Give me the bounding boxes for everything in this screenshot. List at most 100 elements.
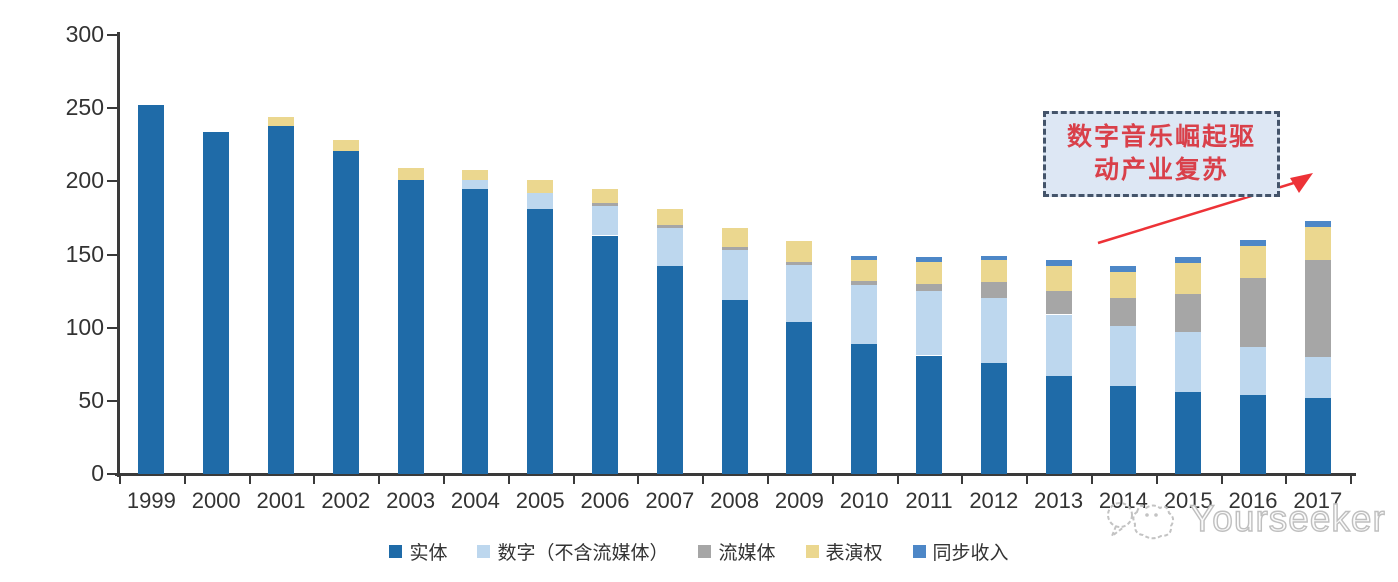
bar-segment-physical-2005	[527, 209, 554, 474]
x-axis-tick	[1285, 476, 1288, 484]
y-axis-label: 250	[65, 94, 104, 121]
bar-segment-digital-2005	[527, 193, 554, 210]
x-axis-tick	[961, 476, 964, 484]
y-axis-label: 50	[78, 386, 104, 413]
bar-segment-physical-2013	[1045, 376, 1072, 474]
y-axis-label: 150	[65, 240, 104, 267]
yourseeker-logo-icon	[1107, 502, 1175, 540]
bar-segment-physical-2010	[851, 343, 878, 474]
bar-segment-physical-2012	[980, 362, 1007, 474]
bar-segment-performance-2008	[721, 228, 748, 248]
x-axis-tick	[767, 476, 769, 484]
legend-swatch-sync	[912, 545, 926, 558]
bar-segment-performance-2017	[1304, 226, 1331, 261]
annotation-text-line2: 动产业复苏	[1093, 156, 1229, 184]
x-axis-tick	[831, 476, 834, 484]
bar-segment-physical-2002	[332, 150, 359, 474]
bar-segment-sync-2010	[851, 256, 878, 261]
x-axis-label: 2005	[515, 488, 565, 513]
x-axis-tick	[119, 476, 121, 484]
y-axis-label: 0	[91, 460, 104, 486]
bar-segment-performance-2006	[592, 188, 618, 204]
bar-segment-physical-2000	[203, 131, 230, 474]
bar-segment-performance-2012	[980, 260, 1007, 283]
bar-segment-digital-2016	[1240, 346, 1266, 395]
x-axis-label: 2007	[645, 488, 695, 513]
bar-segment-digital-2015	[1175, 332, 1202, 393]
y-axis-tick	[107, 107, 117, 110]
bar-segment-performance-2013	[1045, 266, 1072, 292]
x-axis-label: 2017	[1293, 488, 1343, 513]
annotation-box: 数字音乐崛起驱 动产业复苏	[1043, 111, 1280, 197]
bar-segment-streaming-2013	[1045, 291, 1072, 315]
x-axis-tick	[702, 476, 705, 484]
x-axis-tick	[572, 476, 575, 484]
bar-segment-streaming-2011	[916, 283, 942, 292]
bar-segment-physical-2004	[462, 188, 489, 474]
bar-segment-performance-2005	[527, 179, 554, 194]
bar-segment-streaming-2017	[1304, 260, 1331, 357]
legend-label-streaming: 流媒体	[718, 543, 776, 564]
x-axis	[115, 473, 1356, 476]
bar-segment-sync-2016	[1240, 239, 1266, 246]
bar-segment-sync-2013	[1045, 260, 1072, 267]
bar-segment-digital-2007	[656, 228, 683, 267]
x-axis-label: 2012	[969, 488, 1019, 513]
bar-segment-physical-2006	[592, 235, 618, 474]
y-axis-tick	[107, 253, 117, 256]
x-axis-tick	[378, 476, 381, 484]
legend-swatch-streaming	[698, 545, 712, 558]
bar-segment-performance-2003	[397, 168, 424, 180]
bar-segment-performance-2002	[332, 140, 359, 151]
x-axis-label: 2011	[905, 488, 953, 513]
bar-segment-physical-2003	[397, 179, 424, 474]
bar-segment-sync-2011	[916, 257, 942, 262]
legend-label-performance: 表演权	[825, 543, 883, 564]
bar-segment-streaming-2016	[1240, 277, 1266, 347]
bar-segment-performance-2001	[268, 116, 294, 126]
legend-item-sync: 同步收入	[912, 538, 1009, 565]
x-axis-tick	[896, 476, 899, 484]
x-axis-label: 2013	[1034, 488, 1084, 513]
bar-segment-streaming-2006	[592, 203, 618, 207]
x-axis-tick	[1220, 476, 1223, 484]
bar-segment-performance-2015	[1175, 263, 1202, 294]
legend-item-performance: 表演权	[805, 538, 883, 565]
x-axis-label: 2014	[1098, 488, 1148, 513]
y-axis-tick	[107, 34, 117, 36]
bar-segment-streaming-2008	[721, 247, 748, 251]
x-axis-tick	[248, 476, 251, 484]
y-axis-label: 200	[65, 167, 104, 194]
x-axis-tick	[1026, 476, 1029, 484]
x-axis-tick	[313, 476, 316, 484]
x-axis-label: 2006	[580, 488, 630, 513]
annotation-text-line1: 数字音乐崛起驱	[1066, 123, 1256, 151]
legend: 实体 数字（不含流媒体） 流媒体 表演权 同步收入	[0, 538, 1398, 565]
bar-segment-performance-2011	[916, 261, 942, 284]
x-axis-tick	[1155, 476, 1158, 484]
legend-label-physical: 实体	[409, 543, 448, 564]
x-axis-label: 1999	[126, 488, 176, 513]
legend-item-digital: 数字（不含流媒体）	[477, 538, 668, 565]
bar-segment-streaming-2009	[786, 261, 813, 265]
x-axis-tick	[507, 476, 510, 484]
x-axis-label: 2004	[450, 488, 500, 513]
legend-item-physical: 实体	[389, 538, 447, 565]
legend-swatch-physical	[389, 545, 403, 558]
y-axis	[117, 32, 120, 477]
bar-segment-physical-2016	[1240, 395, 1266, 474]
bar-segment-streaming-2012	[980, 282, 1007, 299]
legend-label-sync: 同步收入	[932, 543, 1009, 564]
bar-segment-streaming-2007	[656, 225, 683, 229]
bar-segment-physical-2011	[916, 355, 942, 474]
x-axis-label: 2009	[774, 488, 824, 513]
y-axis-tick	[107, 473, 117, 475]
watermark-text: Yourseeker	[1189, 497, 1386, 539]
bar-segment-physical-2015	[1175, 392, 1202, 474]
x-axis-label: 2003	[386, 488, 436, 513]
x-axis-label: 2008	[710, 488, 760, 513]
bar-segment-performance-2009	[786, 241, 813, 262]
bar-segment-digital-2006	[592, 206, 618, 236]
y-axis-tick	[107, 180, 117, 183]
